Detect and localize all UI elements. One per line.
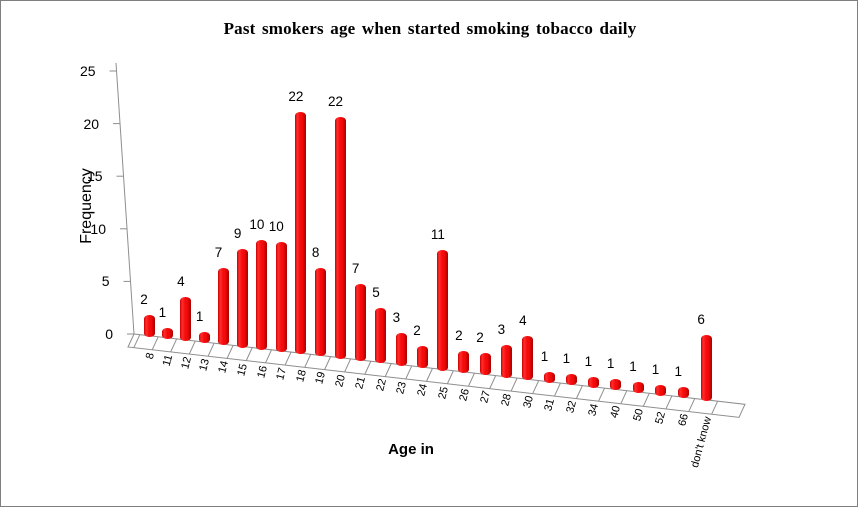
category-tick [426, 368, 433, 382]
bar-17 [275, 241, 287, 352]
value-label-21: 7 [351, 261, 360, 277]
category-tick [532, 380, 540, 394]
category-tick [364, 361, 372, 375]
category-tick [510, 377, 518, 392]
value-label-23: 3 [392, 309, 401, 325]
category-tick [245, 347, 253, 361]
bar-32 [565, 374, 577, 386]
bar-26 [458, 350, 470, 373]
category-tick [598, 387, 605, 402]
value-label-16: 10 [249, 216, 265, 232]
bar-24 [416, 346, 428, 369]
bar-19 [315, 268, 327, 357]
value-label-24: 2 [413, 323, 421, 339]
value-label-28: 3 [497, 321, 506, 337]
value-label-50: 1 [629, 359, 637, 374]
value-label-32: 1 [562, 351, 571, 367]
value-label-15: 9 [233, 225, 242, 241]
bar-14 [218, 268, 230, 346]
y-tick-label: 0 [105, 326, 113, 342]
category-tick [133, 334, 141, 348]
category-tick [384, 363, 392, 377]
value-label-8: 2 [140, 291, 148, 307]
value-label-22: 5 [372, 285, 380, 301]
value-label-31: 1 [540, 348, 549, 364]
category-tick [489, 375, 497, 389]
bar-25 [437, 249, 449, 371]
bar-30 [522, 336, 534, 381]
bar-don't know [700, 334, 712, 401]
y-tick-label: 5 [101, 273, 110, 290]
value-label-26: 2 [455, 327, 463, 343]
chart-title: Past smokers age when started smoking to… [223, 19, 637, 38]
value-label-14: 7 [214, 245, 223, 261]
value-label-40: 1 [606, 356, 615, 372]
value-label-30: 4 [519, 313, 527, 329]
bar-18 [295, 112, 307, 355]
bar-11 [161, 327, 173, 339]
bar-27 [479, 353, 491, 376]
y-tick-label: 10 [90, 220, 106, 237]
category-tick [575, 385, 583, 399]
category-tick [467, 372, 475, 387]
category-tick [324, 356, 332, 370]
category-tick [711, 400, 719, 415]
bar-66 [677, 387, 689, 399]
value-label-11: 1 [158, 304, 167, 320]
category-tick [688, 398, 696, 412]
category-tick [554, 382, 561, 397]
value-label-27: 2 [476, 330, 484, 346]
value-label-13: 1 [195, 309, 204, 325]
category-tick [188, 340, 196, 355]
category-tick [405, 365, 413, 380]
value-label-19: 8 [311, 245, 320, 261]
bar-8 [143, 314, 155, 337]
category-tick [284, 351, 292, 366]
category-tick [642, 393, 650, 407]
category-tick [265, 349, 273, 364]
value-label-12: 4 [177, 273, 185, 289]
bar-34 [587, 376, 599, 388]
y-tick-label: 25 [79, 63, 96, 79]
floor [127, 333, 746, 418]
bar-12 [180, 296, 192, 341]
category-tick [151, 336, 159, 350]
category-tick [344, 358, 352, 373]
bar-15 [237, 248, 249, 348]
bar-31 [544, 371, 556, 383]
category-tick [446, 370, 454, 384]
value-label-52: 1 [651, 361, 660, 377]
value-label-don't know: 6 [697, 311, 705, 327]
value-label-34: 1 [584, 353, 593, 369]
bar-23 [395, 332, 407, 366]
bar-20 [335, 116, 347, 359]
category-tick [304, 354, 312, 368]
category-tick [207, 343, 215, 357]
category-tick [665, 395, 673, 410]
bar-21 [355, 284, 367, 362]
bar-16 [256, 239, 268, 350]
bar-28 [500, 344, 512, 378]
bar-40 [610, 379, 622, 391]
value-label-17: 10 [268, 218, 284, 234]
y-tick-label: 15 [86, 168, 103, 185]
value-label-66: 1 [674, 364, 683, 380]
category-tick [620, 390, 628, 404]
value-label-25: 11 [430, 226, 445, 242]
value-axis-line [115, 62, 135, 335]
value-label-20: 22 [328, 93, 344, 109]
category-tick [170, 338, 178, 353]
bar-13 [199, 332, 211, 344]
bar-52 [655, 384, 667, 396]
category-tick [226, 345, 234, 359]
bar-22 [375, 308, 387, 364]
x-axis-title: Age in [388, 441, 434, 458]
value-label-18: 22 [288, 89, 304, 105]
y-tick-label: 20 [83, 115, 100, 132]
bar-50 [632, 382, 644, 393]
